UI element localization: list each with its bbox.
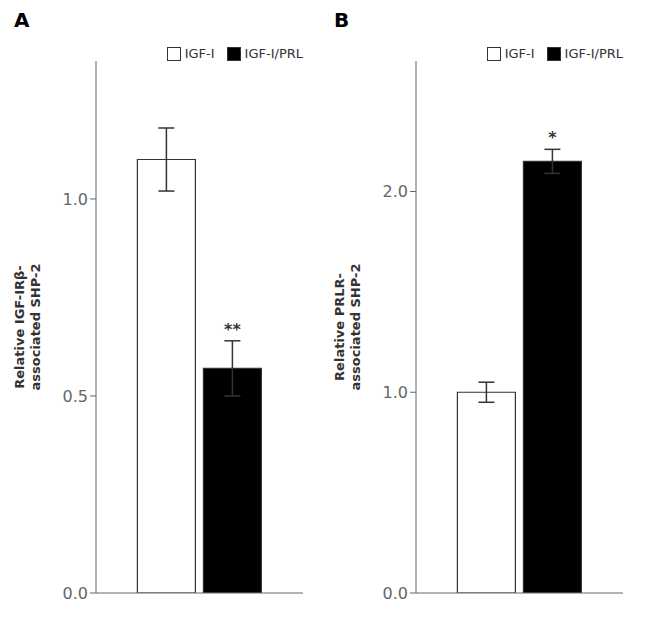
svg-text:Relative IGF-IRβ-associated SH: Relative IGF-IRβ-associated SHP-2	[12, 264, 43, 391]
html-text:IGF-I: IGF-I	[184, 46, 215, 61]
svg-text:1.0: 1.0	[383, 383, 408, 402]
svg-text:0.0: 0.0	[63, 584, 88, 603]
svg-text:0.5: 0.5	[63, 387, 88, 406]
svg-text:1.0: 1.0	[63, 190, 88, 209]
html-text:IGF-I/PRL: IGF-I/PRL	[244, 46, 303, 61]
svg-text:0.0: 0.0	[383, 584, 408, 603]
svg-text:*: *	[548, 128, 557, 147]
svg-text:**: **	[224, 320, 241, 339]
html-text:IGF-I/PRL: IGF-I/PRL	[564, 46, 623, 61]
svg-text:Relative PRLR-associated SHP-2: Relative PRLR-associated SHP-2	[332, 264, 363, 391]
html-text:IGF-I: IGF-I	[504, 46, 535, 61]
html-text:A: A	[14, 8, 30, 32]
svg-text:2.0: 2.0	[383, 182, 408, 201]
html-text:B: B	[334, 8, 350, 32]
